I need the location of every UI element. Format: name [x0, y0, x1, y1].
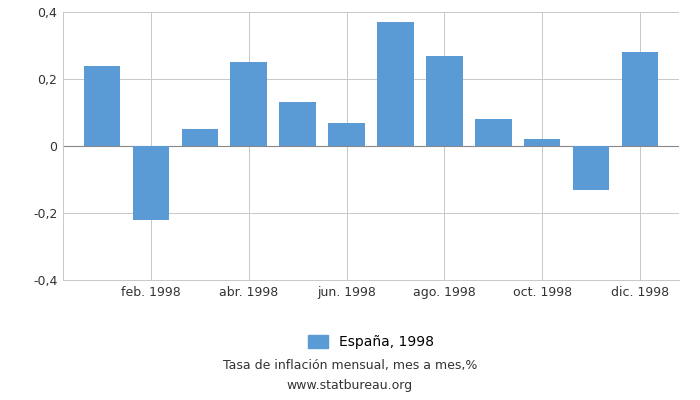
Bar: [230, 62, 267, 146]
Bar: [426, 56, 463, 146]
Bar: [573, 146, 609, 190]
Bar: [181, 129, 218, 146]
Bar: [377, 22, 414, 146]
Bar: [328, 122, 365, 146]
Bar: [524, 139, 561, 146]
Text: Tasa de inflación mensual, mes a mes,%: Tasa de inflación mensual, mes a mes,%: [223, 360, 477, 372]
Bar: [279, 102, 316, 146]
Bar: [475, 119, 512, 146]
Bar: [622, 52, 658, 146]
Text: www.statbureau.org: www.statbureau.org: [287, 380, 413, 392]
Bar: [84, 66, 120, 146]
Bar: [133, 146, 169, 220]
Legend: España, 1998: España, 1998: [307, 335, 435, 349]
